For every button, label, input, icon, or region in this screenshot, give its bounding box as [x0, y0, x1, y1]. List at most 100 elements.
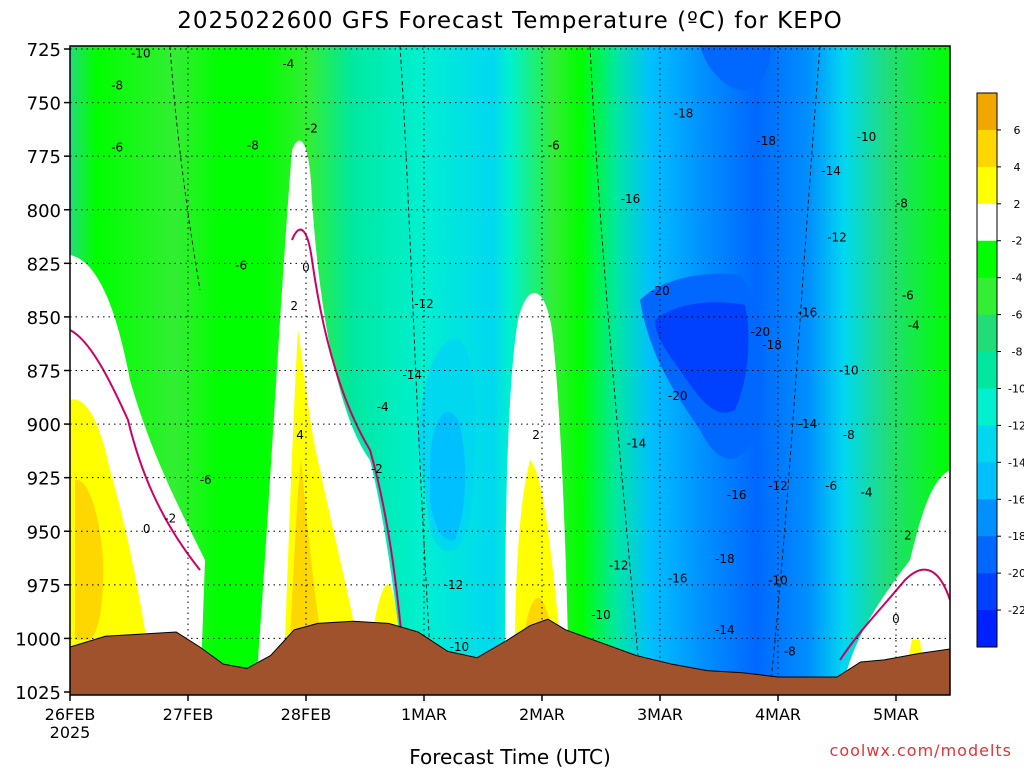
contour-label: -18	[674, 106, 694, 120]
colorbar-segment	[977, 351, 997, 389]
contour-label: -6	[825, 479, 837, 493]
colorbar-label: -16	[1008, 493, 1024, 506]
contour-label: -12	[609, 559, 629, 573]
contour-label: -18	[756, 134, 776, 148]
contour-label: -18	[715, 552, 735, 566]
contour-label: -6	[111, 141, 123, 155]
x-tick-label: 3MAR	[637, 705, 683, 724]
contour-label: 4	[296, 428, 304, 442]
colorbar-label: 4	[1014, 161, 1021, 174]
colorbar-label: 2	[1014, 198, 1021, 211]
y-tick-label: 825	[27, 254, 61, 275]
isotherm-dashed-4	[169, 46, 201, 291]
isotherm-zero-line	[70, 329, 201, 571]
colorbar: 6 4 2 -2 -4 -6 -8 -10 -12 -14 -16 -18 -20 -22	[976, 92, 1024, 648]
contour-label: -6	[902, 288, 914, 302]
isotherm-zero-line-5mar	[839, 568, 950, 661]
colorbar-label: -2	[1012, 235, 1023, 248]
contour-label: -12	[444, 578, 464, 592]
contour-label: -16	[668, 571, 688, 585]
contour-label: -10	[857, 130, 877, 144]
isotherm-zero-line-28feb	[291, 228, 403, 641]
warm-region-gold	[75, 479, 104, 640]
contour-label: -2	[164, 511, 176, 525]
contour-label: 2	[904, 529, 912, 543]
x-tick-label: 1MAR	[401, 705, 447, 724]
colorbar-segment	[977, 610, 997, 648]
contour-label: -14	[402, 368, 422, 382]
colorbar-label: -4	[1012, 272, 1023, 285]
contour-label: -2	[306, 121, 318, 135]
colorbar-segment	[977, 536, 997, 574]
contour-label: -12	[768, 479, 788, 493]
contour-label: 0	[892, 612, 900, 626]
colorbar-segment	[977, 499, 997, 537]
contour-label: -2	[371, 462, 383, 476]
x-axis-label: Forecast Time (UTC)	[409, 745, 611, 768]
y-tick-label: 850	[27, 308, 61, 329]
contour-label: -10	[839, 364, 859, 378]
x-tick-label: 4MAR	[755, 705, 801, 724]
y-tick-label: 950	[27, 522, 61, 543]
y-tick-label: 925	[27, 469, 61, 490]
colorbar-label: -12	[1008, 419, 1024, 432]
contour-label: -4	[908, 318, 920, 332]
cold-region-blue-1mar	[430, 412, 466, 541]
colorbar-label: -18	[1008, 530, 1024, 543]
contour-label: -8	[896, 196, 908, 210]
contour-label: 2	[290, 299, 298, 313]
colorbar-label: 6	[1014, 124, 1021, 137]
y-tick-label: 725	[27, 40, 61, 61]
contour-label: -16	[727, 488, 747, 502]
isotherm-dashed-3	[769, 46, 821, 691]
colorbar-segment	[977, 277, 997, 316]
colorbar-label: -20	[1008, 567, 1024, 580]
colorbar-label: -14	[1008, 456, 1024, 469]
contour-label: -20	[668, 389, 688, 403]
contour-label: 0	[143, 522, 151, 536]
x-tick-label: 26FEB	[45, 705, 96, 724]
colorbar-segment	[977, 240, 997, 279]
contour-label: 2	[532, 428, 540, 442]
contour-label: -20	[650, 284, 670, 298]
y-tick-label: 1000	[15, 629, 61, 650]
colorbar-segment	[977, 203, 997, 242]
contour-label: -16	[621, 192, 641, 206]
colorbar-frame	[976, 92, 998, 648]
contour-label: -8	[843, 428, 855, 442]
contour-label: -10	[591, 608, 611, 622]
y-tick-label: 1025	[15, 683, 61, 704]
contour-labels: -10 -4 -8 -2 -6 -8 -18 -18 -6 -10 -14 -16 -8 -12 -6 0 -2…	[111, 46, 919, 658]
colorbar-segment	[977, 388, 997, 426]
contour-label: -8	[111, 78, 123, 92]
y-tick-label: 775	[27, 147, 61, 168]
field-overlays	[70, 46, 950, 695]
colorbar-label: -10	[1008, 382, 1024, 395]
x-tick-year: 2025	[50, 723, 91, 742]
contour-label: -16	[798, 306, 818, 320]
contour-label: -10	[450, 640, 470, 654]
contour-label: -4	[377, 400, 389, 414]
contour-label: -12	[827, 231, 847, 245]
contour-label: 0	[302, 261, 310, 275]
colorbar-segment	[977, 462, 997, 500]
contour-label: -14	[821, 164, 841, 178]
contour-label: -14	[715, 623, 735, 637]
colorbar-label: -22	[1008, 604, 1024, 617]
y-tick-label: 750	[27, 94, 61, 115]
y-tick-label: 800	[27, 201, 61, 222]
contour-label: -10	[768, 574, 788, 588]
contour-label: -10	[131, 46, 151, 60]
chart-title: 2025022600 GFS Forecast Temperature (ºC)…	[177, 8, 843, 34]
x-tick-label: 2MAR	[519, 705, 565, 724]
credit-link[interactable]: coolwx.com/modelts	[830, 741, 1012, 760]
colorbar-segment	[977, 573, 997, 611]
colorbar-segment	[977, 129, 997, 168]
contour-label: -6	[200, 473, 212, 487]
contour-label: -14	[798, 417, 818, 431]
warm-region-gold-28feb	[290, 460, 320, 640]
colorbar-segment	[977, 314, 997, 353]
contour-label: -8	[784, 644, 796, 658]
contour-label: -14	[627, 436, 647, 450]
